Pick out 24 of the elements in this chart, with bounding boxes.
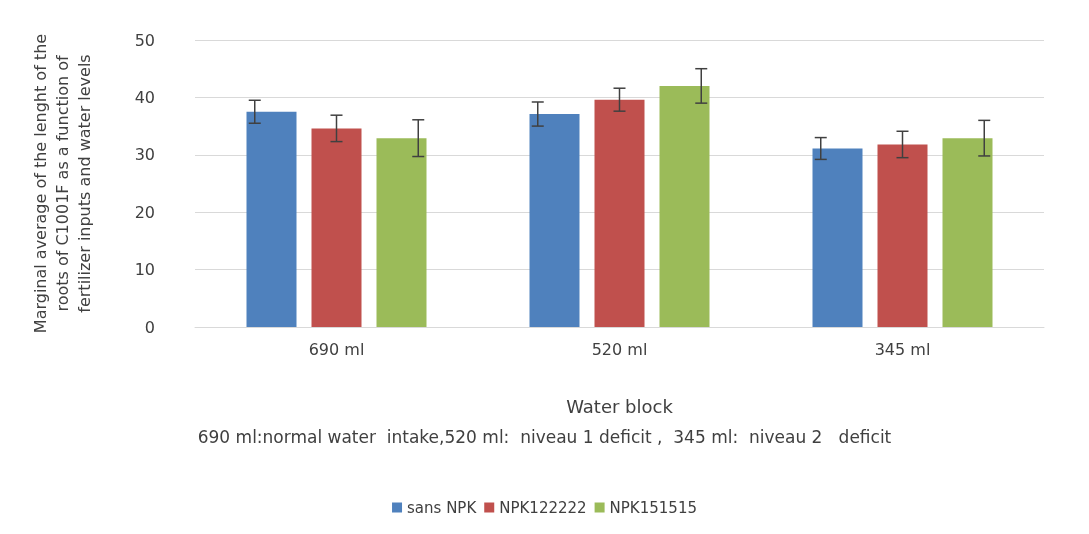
bar: [659, 85, 710, 327]
y-tick-label: 0: [144, 317, 155, 337]
bar: [594, 99, 645, 327]
x-tick-label: 690 ml: [308, 339, 365, 359]
bar: [376, 138, 427, 327]
x-tick-label: 345 ml: [874, 339, 931, 359]
y-tick-label: 20: [134, 202, 155, 222]
bar: [311, 128, 362, 327]
legend-label: NPK122222: [499, 498, 587, 517]
legend-label: sans NPK: [407, 498, 478, 517]
legend-label: NPK151515: [609, 498, 697, 517]
bar: [942, 138, 993, 327]
y-tick-label: 30: [134, 145, 155, 165]
y-tick-label: 40: [134, 87, 155, 107]
x-tick-label: 520 ml: [591, 339, 648, 359]
x-axis-title: Water block: [566, 395, 674, 417]
y-tick-label: 10: [134, 260, 155, 280]
bar: [529, 114, 580, 327]
bar: [877, 144, 928, 327]
y-axis-title: Marginal average of the lenght of the roots of C1001F as a function of fertilizer inputs and water levels: [30, 33, 94, 334]
bar: [812, 148, 863, 327]
bar: [246, 111, 297, 327]
y-tick-label: 50: [134, 30, 155, 50]
text: 690 ml:normal water intake,520 ml: niveau 1 deficit , 345 ml: niveau 2 deficit: [197, 426, 892, 447]
